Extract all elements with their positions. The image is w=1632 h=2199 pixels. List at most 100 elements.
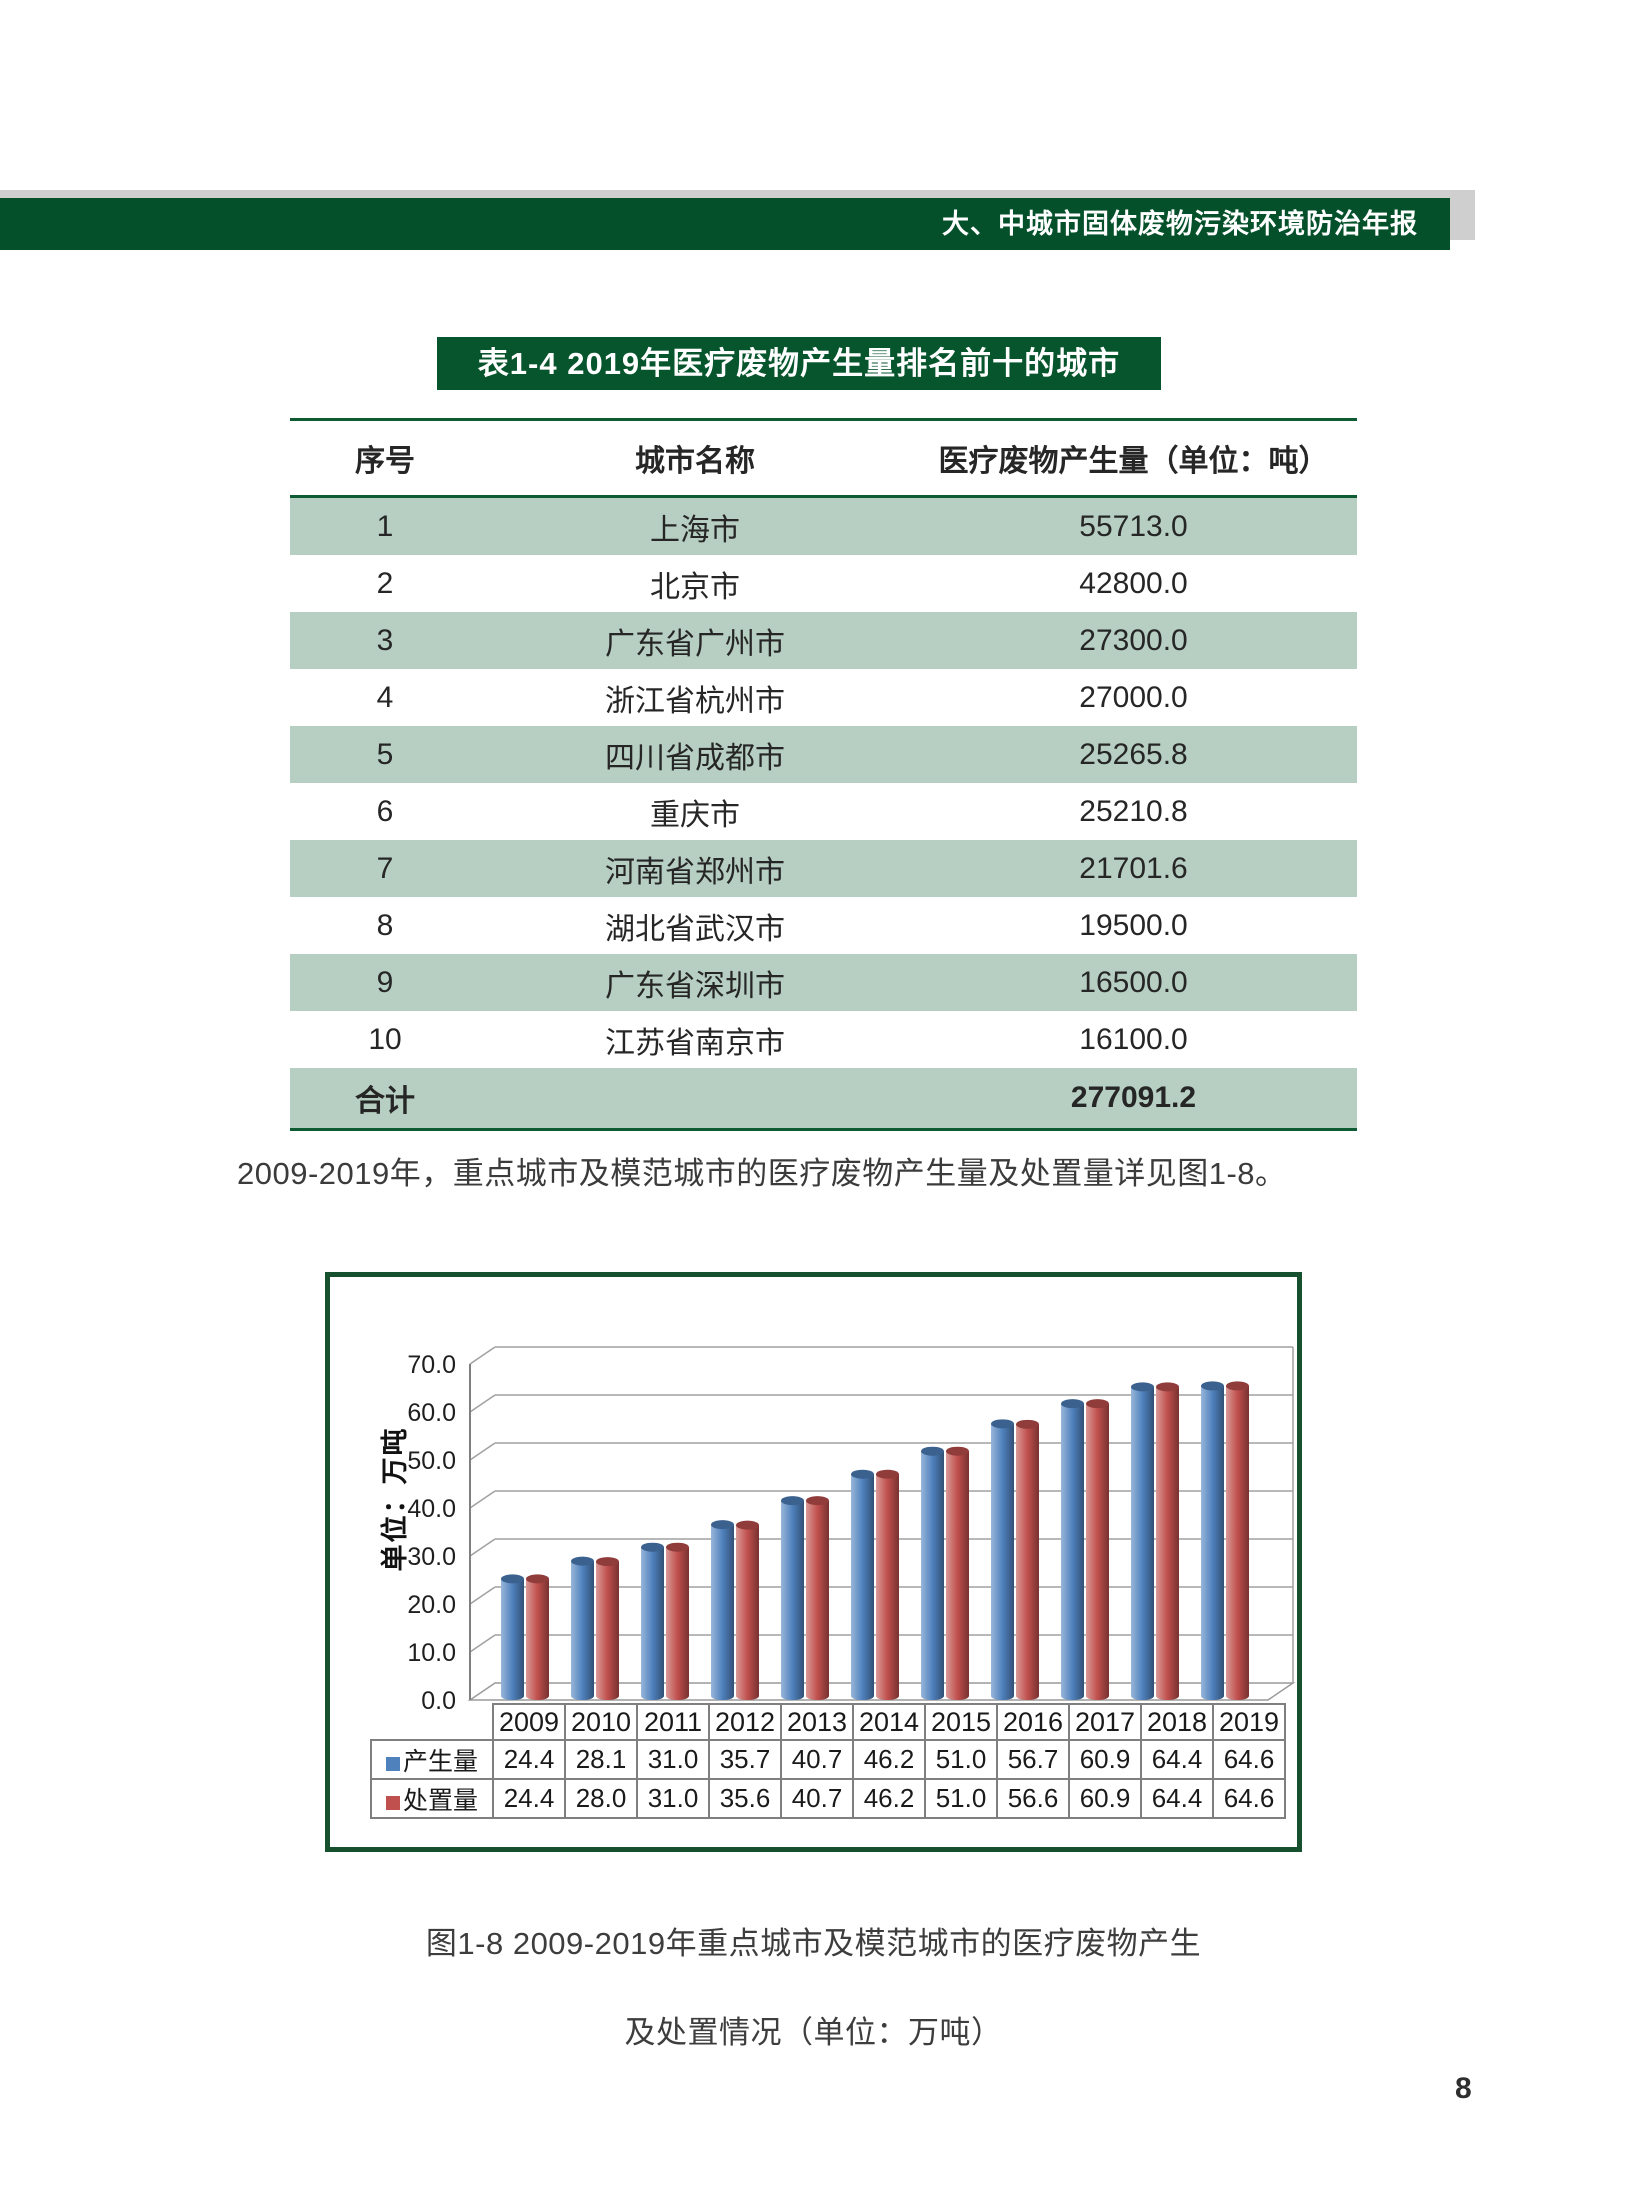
rank-cell: 4	[376, 680, 394, 714]
table-row: 1 上海市 55713.0	[290, 496, 1357, 555]
chart-frame: 0.0 10.0 20.0 30.0 40.0 50.0 60.0 70.0 单位：万吨 20…	[325, 1272, 1302, 1852]
col-header-city: 城市名称	[480, 419, 910, 498]
city-table: 序号 城市名称 医疗废物产生量（单位：吨） 1 上海市 55713.0 2 北京市 428…	[290, 418, 1357, 1131]
year-cell: 2014	[852, 1703, 926, 1741]
table-row: 7 河南省郑州市 21701.6	[290, 840, 1357, 897]
year-cell: 2009	[492, 1703, 566, 1741]
legend-label: 产生量	[402, 1747, 478, 1776]
rank-cell: 7	[376, 851, 394, 885]
summary-paragraph: 2009-2019年，重点城市及模范城市的医疗废物产生量及处置量详见图1-8。	[237, 1156, 1287, 1191]
value-cell: 27300.0	[1079, 623, 1188, 657]
total-value: 277091.2	[1070, 1081, 1197, 1114]
bar-group-2009	[501, 1574, 549, 1700]
y-tick-label: 60.0	[407, 1399, 456, 1427]
legend-label: 处置量	[402, 1786, 478, 1815]
series-value-cell: 31.0	[636, 1778, 710, 1819]
series-value-cell: 56.7	[996, 1739, 1070, 1780]
year-cell: 2019	[1212, 1703, 1286, 1741]
产生量-bar-2010	[571, 1561, 594, 1696]
total-label: 合计	[355, 1085, 415, 1118]
year-cell: 2015	[924, 1703, 998, 1741]
col-header-amount: 医疗废物产生量（单位：吨）	[910, 419, 1357, 498]
value-cell: 19500.0	[1079, 908, 1188, 942]
cylinder-top	[1061, 1399, 1084, 1409]
bar-group-2019	[1201, 1381, 1249, 1700]
bar-group-2013	[781, 1496, 829, 1700]
city-cell: 广东省广州市	[605, 627, 785, 661]
处置量-bar-2009	[526, 1578, 549, 1696]
cylinder-top	[806, 1496, 829, 1506]
table-row: 9 广东省深圳市 16500.0	[290, 954, 1357, 1011]
year-cell: 2012	[708, 1703, 782, 1741]
rank-cell: 3	[376, 623, 394, 657]
cylinder-top	[711, 1520, 734, 1530]
year-cell: 2011	[636, 1703, 710, 1741]
series-row-产生量: 产生量 24.4 28.1 31.0 35.7 40.7 46.2 51.0 56.7 60.9 6…	[370, 1739, 1286, 1780]
figure-caption-line2: 及处置情况（单位：万吨）	[624, 2015, 1003, 2050]
cylinder-top	[1016, 1419, 1039, 1429]
cylinder-top	[666, 1542, 689, 1552]
year-cell: 2016	[996, 1703, 1070, 1741]
series-value-cell: 64.4	[1140, 1778, 1214, 1819]
year-cell: 2018	[1140, 1703, 1214, 1741]
value-cell: 27000.0	[1079, 680, 1188, 714]
产生量-bar-2015	[921, 1451, 944, 1696]
处置量-bar-2014	[876, 1474, 899, 1696]
city-cell: 北京市	[650, 570, 740, 604]
cylinder-top	[641, 1542, 664, 1552]
header-title: 大、中城市固体废物污染环境防治年报	[942, 209, 1418, 239]
table-row: 4 浙江省杭州市 27000.0	[290, 669, 1357, 726]
gridline-diagonal	[469, 1634, 496, 1653]
series-value-cell: 46.2	[852, 1739, 926, 1780]
处置量-bar-2017	[1086, 1403, 1109, 1696]
legend-产生量: 产生量	[370, 1739, 494, 1780]
y-tick-label: 0.0	[421, 1687, 456, 1715]
产生量-bar-2011	[641, 1547, 664, 1696]
y-tick-label: 40.0	[407, 1495, 456, 1523]
figure-caption: 图1-8 2009-2019年重点城市及模范城市的医疗废物产生 及处置情况（单位…	[325, 1918, 1302, 2052]
city-cell: 上海市	[650, 513, 740, 547]
value-cell: 21701.6	[1079, 851, 1188, 885]
y-tick-label: 50.0	[407, 1447, 456, 1475]
series-value-cell: 40.7	[780, 1739, 854, 1780]
city-cell: 浙江省杭州市	[605, 684, 785, 718]
year-cell: 2017	[1068, 1703, 1142, 1741]
rank-cell: 6	[376, 794, 394, 828]
year-header-row: 2009 2010 2011 2012 2013 2014 2015 2016 2017 2018…	[371, 1703, 1286, 1741]
产生量-bar-2018	[1131, 1386, 1154, 1696]
series-value-cell: 64.4	[1140, 1739, 1214, 1780]
value-cell: 25210.8	[1079, 794, 1188, 828]
cylinder-top	[851, 1469, 874, 1479]
city-table-body: 1 上海市 55713.0 2 北京市 42800.0 3 广东省广州市 27300.0 4 浙江省…	[290, 496, 1357, 1069]
bar-group-2015	[921, 1446, 969, 1700]
series-value-cell: 35.6	[708, 1778, 782, 1819]
处置量-bar-2010	[596, 1561, 619, 1696]
cylinder-top	[1201, 1381, 1224, 1391]
series-value-cell: 24.4	[492, 1739, 566, 1780]
y-axis-title: 单位：万吨	[380, 1426, 411, 1572]
bar-group-2011	[641, 1542, 689, 1700]
series-value-cell: 24.4	[492, 1778, 566, 1819]
处置量-bar-2011	[666, 1547, 689, 1696]
table-title-banner: 表1-4 2019年医疗废物产生量排名前十的城市	[437, 337, 1161, 390]
产生量-bar-2016	[991, 1423, 1014, 1696]
table-header-row: 序号 城市名称 医疗废物产生量（单位：吨）	[290, 419, 1357, 498]
value-cell: 25265.8	[1079, 737, 1188, 771]
value-cell: 42800.0	[1079, 566, 1188, 600]
bar-group-2016	[991, 1419, 1039, 1700]
产生量-bar-2009	[501, 1578, 524, 1696]
y-tick-label: 30.0	[407, 1543, 456, 1571]
series-value-cell: 46.2	[852, 1778, 926, 1819]
gridline-diagonal	[469, 1538, 496, 1557]
处置量-bar-2016	[1016, 1424, 1039, 1696]
rank-cell: 10	[368, 1022, 402, 1056]
city-cell: 江苏省南京市	[605, 1026, 785, 1060]
cylinder-top	[1086, 1399, 1109, 1409]
bar-group-2012	[711, 1520, 759, 1700]
series-value-cell: 64.6	[1212, 1739, 1286, 1780]
chart-data-table: 2009 2010 2011 2012 2013 2014 2015 2016 2017 2018…	[370, 1703, 1286, 1819]
value-cell: 16100.0	[1079, 1022, 1188, 1056]
bar-group-2018	[1131, 1382, 1179, 1700]
rank-cell: 9	[376, 965, 394, 999]
